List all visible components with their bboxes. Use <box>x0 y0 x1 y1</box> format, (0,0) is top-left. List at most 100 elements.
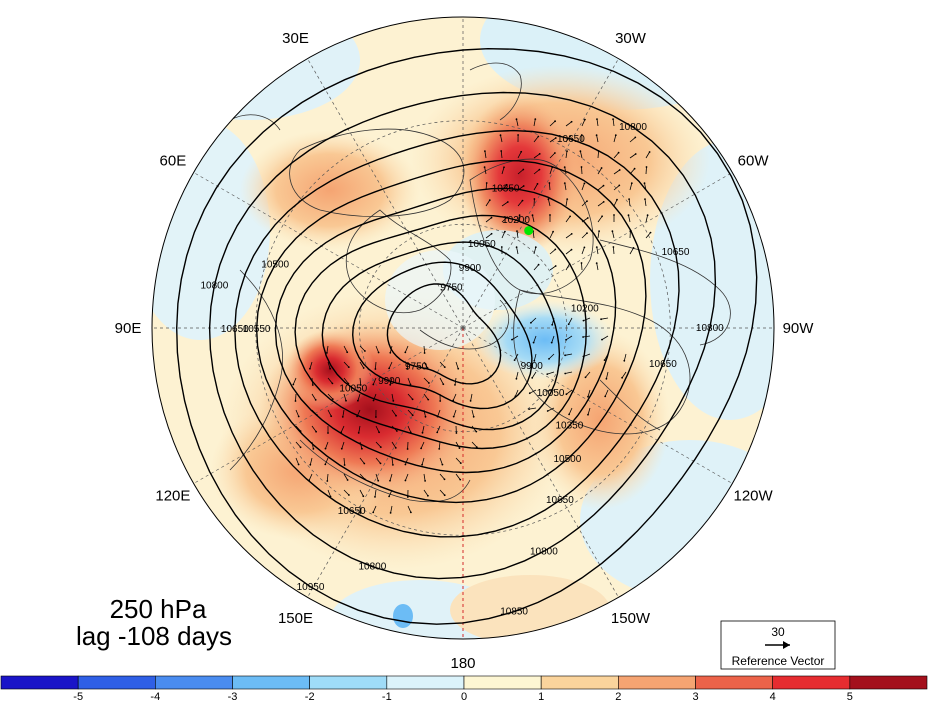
wind-vector-head <box>374 368 377 370</box>
wind-vector-head <box>388 495 390 498</box>
contour-label-group: 10800 10650 10350 10200 10050 9900 9750 10500 10… <box>200 122 724 618</box>
wind-vector-head <box>499 134 502 137</box>
wind-vector-head <box>536 183 539 185</box>
wind-vector-head <box>616 198 618 201</box>
contour-label: 10650 <box>649 359 677 370</box>
wind-vector-head <box>490 216 493 219</box>
contour-label: 10200 <box>502 215 530 226</box>
wind-vector <box>423 345 425 354</box>
wind-vector <box>406 361 409 370</box>
wind-vector <box>327 361 331 369</box>
wind-vector-head <box>587 395 589 398</box>
wind-vector-head <box>565 338 567 341</box>
wind-vector-head <box>346 351 349 354</box>
wind-vector <box>530 317 537 324</box>
wind-vector-head <box>363 478 366 480</box>
wind-vector-head <box>346 479 349 481</box>
wind-vector <box>375 425 380 433</box>
wind-vector <box>565 335 573 341</box>
wind-vector <box>389 377 393 385</box>
wind-vector <box>597 150 599 159</box>
wind-vector <box>547 407 555 412</box>
wind-vector-head <box>568 413 570 416</box>
wind-vector <box>548 353 555 360</box>
wind-vector <box>565 151 568 159</box>
contour-label: 9900 <box>378 376 401 387</box>
wind-vector <box>295 393 297 402</box>
wind-vector <box>373 393 377 401</box>
wind-vector <box>359 473 366 480</box>
wind-vector <box>565 371 573 374</box>
wind-vector <box>548 199 551 207</box>
wind-vector <box>628 199 631 207</box>
wind-vector-head <box>534 246 537 249</box>
wind-vector-head <box>362 495 365 498</box>
wind-vector <box>596 247 599 255</box>
wind-vector-head <box>308 479 310 482</box>
wind-vector <box>311 377 314 386</box>
wind-vector <box>359 377 362 386</box>
colorbar-segment <box>155 675 233 690</box>
wind-vector <box>533 353 537 361</box>
wind-vector-head <box>583 246 586 249</box>
wind-vector-head <box>586 232 588 235</box>
contour-10350 <box>274 187 617 474</box>
wind-vector-head <box>582 336 584 338</box>
wind-vector <box>500 135 503 143</box>
wind-vector-head <box>345 399 347 402</box>
wind-vector <box>340 425 345 433</box>
wind-vector-head <box>514 395 517 398</box>
wind-vector <box>565 216 571 223</box>
wind-vector <box>391 457 394 465</box>
wind-vector <box>325 441 329 449</box>
longitude-label: 120W <box>734 488 774 505</box>
colorbar-tick-label: -5 <box>73 691 83 702</box>
wind-vector-head <box>515 377 518 380</box>
wind-vector <box>501 217 508 223</box>
wind-vector-head <box>377 479 380 482</box>
wind-vector <box>438 441 441 449</box>
wind-vector <box>629 183 633 191</box>
wind-vector-head <box>438 448 441 450</box>
wind-vector-head <box>372 511 375 514</box>
wind-vector-head <box>428 382 430 384</box>
wind-vector <box>423 489 429 497</box>
wind-vector <box>644 199 647 207</box>
wind-vector <box>343 345 348 353</box>
wind-vector <box>613 199 618 207</box>
reference-arrow <box>765 641 790 649</box>
wind-vector-head <box>374 496 376 498</box>
wind-vector-head <box>505 183 508 186</box>
wind-vector <box>423 361 428 369</box>
wind-vector <box>471 441 478 448</box>
wind-vector <box>533 247 537 255</box>
wind-vector-head <box>443 494 446 497</box>
wind-vector-head <box>506 201 509 203</box>
wind-vector <box>471 409 475 417</box>
wind-vector <box>580 151 583 159</box>
wind-vector-head <box>426 367 429 369</box>
meridian-line <box>307 327 464 598</box>
wind-vector-head <box>579 150 582 153</box>
wind-vector <box>613 246 615 255</box>
wind-vector-head <box>485 182 488 184</box>
wind-vector-head <box>533 198 536 200</box>
wind-vector-head <box>521 199 524 202</box>
longitude-label: 60E <box>160 153 187 170</box>
wind-vector <box>547 371 555 375</box>
wind-vector <box>564 167 567 175</box>
wind-vector <box>501 184 507 191</box>
wind-vector-head <box>613 214 615 216</box>
wind-vector <box>596 263 599 271</box>
wind-vector-head <box>299 446 302 449</box>
wind-vector <box>511 335 519 340</box>
wind-vector-head <box>409 431 412 434</box>
wind-vector <box>295 425 301 432</box>
contour-label: 10050 <box>537 388 565 399</box>
contour-label: 10650 <box>662 247 690 258</box>
wind-vector <box>485 233 492 239</box>
wind-vector-head <box>331 398 334 400</box>
wind-vector <box>597 185 604 191</box>
contour-label: 10350 <box>492 183 520 194</box>
reference-vector-box: 30 Reference Vector <box>720 620 836 670</box>
